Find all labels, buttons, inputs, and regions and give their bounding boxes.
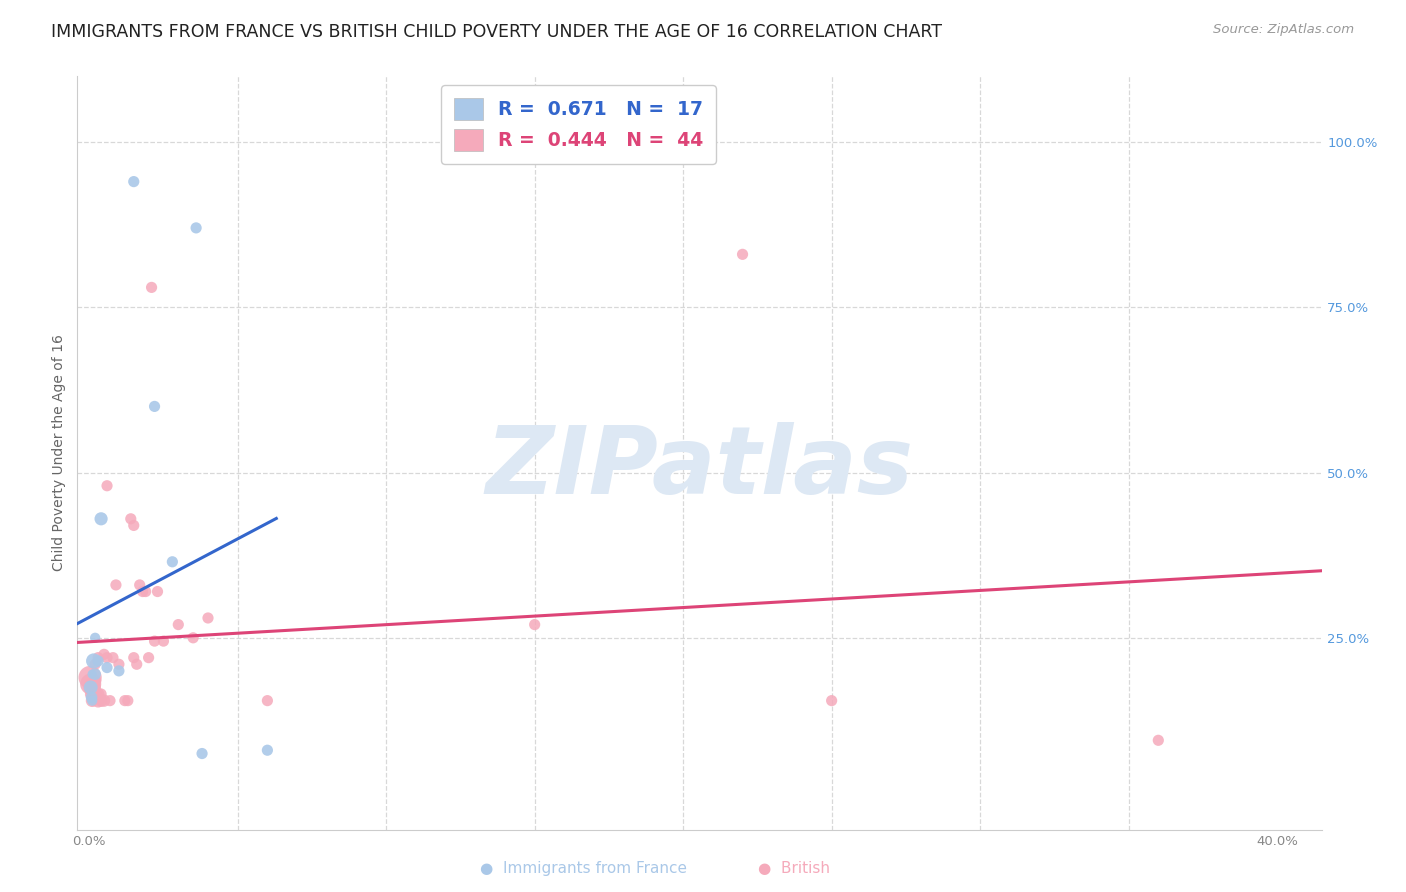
Text: IMMIGRANTS FROM FRANCE VS BRITISH CHILD POVERTY UNDER THE AGE OF 16 CORRELATION : IMMIGRANTS FROM FRANCE VS BRITISH CHILD … bbox=[51, 23, 942, 41]
Point bbox=[84, 667, 107, 681]
Point bbox=[87, 687, 110, 701]
Point bbox=[87, 654, 110, 668]
Y-axis label: Child Poverty Under the Age of 16: Child Poverty Under the Age of 16 bbox=[52, 334, 66, 571]
Point bbox=[256, 743, 278, 757]
Point bbox=[96, 479, 118, 493]
Point bbox=[101, 650, 124, 665]
Point bbox=[197, 611, 219, 625]
Point bbox=[138, 650, 160, 665]
Point bbox=[122, 650, 145, 665]
Point bbox=[80, 681, 103, 695]
Point bbox=[104, 578, 127, 592]
Point bbox=[117, 693, 139, 707]
Point bbox=[162, 555, 184, 569]
Point bbox=[146, 584, 169, 599]
Point bbox=[125, 657, 148, 672]
Point bbox=[122, 175, 145, 189]
Point bbox=[93, 648, 115, 662]
Point bbox=[79, 671, 101, 685]
Point bbox=[90, 512, 112, 526]
Point bbox=[820, 693, 842, 707]
Point bbox=[87, 650, 110, 665]
Point bbox=[120, 512, 142, 526]
Point bbox=[141, 280, 163, 294]
Text: ●  British: ● British bbox=[758, 862, 831, 876]
Point bbox=[84, 657, 107, 672]
Point bbox=[523, 617, 546, 632]
Point bbox=[152, 634, 174, 648]
Point bbox=[143, 400, 166, 414]
Point bbox=[143, 634, 166, 648]
Point bbox=[731, 247, 754, 261]
Point bbox=[82, 693, 104, 707]
Text: ZIPatlas: ZIPatlas bbox=[485, 422, 914, 514]
Point bbox=[82, 667, 104, 681]
Legend: R =  0.671   N =  17, R =  0.444   N =  44: R = 0.671 N = 17, R = 0.444 N = 44 bbox=[441, 86, 716, 164]
Point bbox=[84, 687, 107, 701]
Point bbox=[108, 657, 131, 672]
Point bbox=[98, 693, 121, 707]
Point bbox=[84, 673, 107, 688]
Point bbox=[90, 693, 112, 707]
Point bbox=[93, 693, 115, 707]
Point bbox=[84, 631, 107, 645]
Point bbox=[114, 693, 136, 707]
Point bbox=[256, 693, 278, 707]
Point bbox=[90, 687, 112, 701]
Point bbox=[80, 677, 103, 691]
Point bbox=[96, 660, 118, 674]
Point bbox=[82, 681, 104, 695]
Point bbox=[135, 584, 157, 599]
Point bbox=[167, 617, 190, 632]
Point bbox=[108, 664, 131, 678]
Point bbox=[96, 650, 118, 665]
Point bbox=[83, 654, 105, 668]
Point bbox=[128, 578, 150, 592]
Point bbox=[191, 747, 214, 761]
Point bbox=[1147, 733, 1170, 747]
Point bbox=[181, 631, 204, 645]
Point bbox=[87, 693, 110, 707]
Text: Source: ZipAtlas.com: Source: ZipAtlas.com bbox=[1213, 23, 1354, 37]
Point bbox=[82, 687, 104, 701]
Point bbox=[83, 687, 105, 701]
Point bbox=[80, 690, 103, 705]
Point bbox=[131, 584, 153, 599]
Text: ●  Immigrants from France: ● Immigrants from France bbox=[479, 862, 688, 876]
Point bbox=[122, 518, 145, 533]
Point bbox=[184, 220, 207, 235]
Point bbox=[82, 693, 104, 707]
